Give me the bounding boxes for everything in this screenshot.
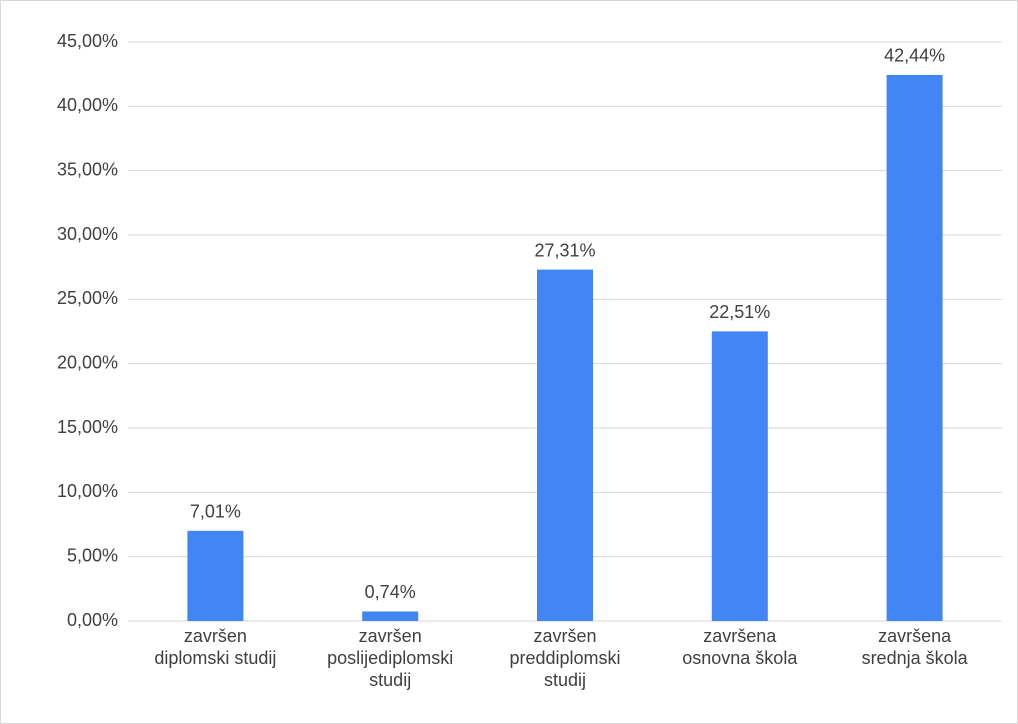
y-tick-label: 35,00% [57, 159, 118, 179]
y-tick-label: 10,00% [57, 481, 118, 501]
data-label: 27,31% [534, 240, 595, 260]
x-tick-label: završena srednja škola [861, 626, 968, 668]
data-label: 7,01% [190, 502, 241, 522]
data-label: 42,44% [884, 46, 945, 66]
bar [711, 331, 768, 621]
y-tick-label: 45,00% [57, 31, 118, 51]
bar [187, 530, 244, 621]
bar [362, 611, 419, 621]
data-label: 22,51% [709, 302, 770, 322]
x-tick-label: završena osnovna škola [682, 626, 798, 668]
y-tick-label: 20,00% [57, 352, 118, 372]
y-tick-label: 0,00% [67, 610, 118, 630]
y-tick-label: 15,00% [57, 417, 118, 437]
data-label: 0,74% [365, 582, 416, 602]
bar [537, 269, 593, 621]
y-tick-label: 25,00% [57, 288, 118, 308]
x-tick-label: završen diplomski studij [154, 626, 277, 668]
y-tick-label: 5,00% [67, 545, 118, 565]
y-tick-label: 40,00% [57, 95, 118, 115]
bar [886, 74, 943, 622]
y-tick-label: 30,00% [57, 224, 118, 244]
x-tick-label: završen poslijediplomski studij [327, 626, 454, 690]
x-tick-label: završen preddiplomski studij [509, 626, 621, 690]
